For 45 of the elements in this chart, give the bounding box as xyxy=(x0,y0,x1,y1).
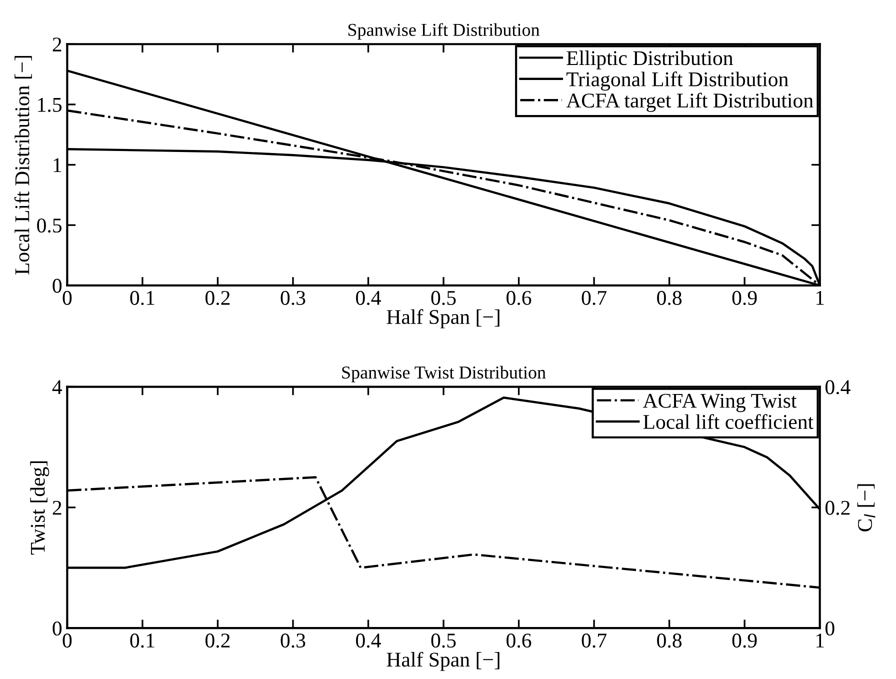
legend-label: Triagonal Lift Distribution xyxy=(566,71,788,91)
legend-label: Local lift coefficient xyxy=(643,414,814,429)
x-axis-title: Half Span [−] xyxy=(386,652,500,671)
y-tick-label: 2 xyxy=(52,38,62,52)
y-tick-label: 0.5 xyxy=(37,218,62,233)
x-tick-label: 1 xyxy=(816,290,824,305)
x-tick-label: 0 xyxy=(62,290,72,305)
y-axis-title: Local Lift Distribution [−] xyxy=(14,56,32,274)
x-tick-label: 0.8 xyxy=(657,634,682,648)
y2-axis-title: C$_{l}$ [−] xyxy=(857,484,876,532)
y-tick-label: 1 xyxy=(54,158,62,172)
chart-title: Spanwise Twist Distribution xyxy=(342,366,546,382)
y-tick-label: 0 xyxy=(52,278,62,293)
x-tick-label: 0.7 xyxy=(582,634,606,648)
y-tick-label: 4 xyxy=(52,380,62,394)
x-tick-label: 0.1 xyxy=(130,290,154,306)
x-tick-label: 1 xyxy=(816,634,824,648)
x-tick-label: 0.5 xyxy=(431,290,456,306)
x-tick-label: 0.4 xyxy=(356,634,381,648)
x-tick-label: 0 xyxy=(62,634,72,648)
x-tick-label: 0.3 xyxy=(280,634,306,648)
legend-label: Elliptic Distribution xyxy=(566,50,733,70)
y-tick-label: 0 xyxy=(52,621,62,636)
y-tick-label: 1.5 xyxy=(38,98,62,112)
x-tick-label: 0.3 xyxy=(280,290,306,306)
x-tick-label: 0.4 xyxy=(356,290,381,306)
y-tick-label: 2 xyxy=(52,500,62,515)
x-tick-label: 0.2 xyxy=(206,634,230,648)
x-tick-label: 0.6 xyxy=(506,634,532,648)
legend-label: ACFA Wing Twist xyxy=(642,394,797,412)
chart-title: Spanwise Lift Distribution xyxy=(348,23,540,40)
y2-tick-label: 0 xyxy=(825,621,834,636)
y-axis-title: Twist [deg] xyxy=(30,461,50,555)
y2-tick-label: 0.4 xyxy=(825,380,850,394)
x-tick-label: 0.6 xyxy=(506,290,532,306)
x-tick-label: 0.7 xyxy=(582,290,606,306)
y2-tick-label: 0.2 xyxy=(825,500,850,515)
x-tick-label: 0.2 xyxy=(206,290,230,306)
x-tick-label: 0.9 xyxy=(732,290,757,306)
x-tick-label: 0.9 xyxy=(732,634,757,648)
legend-label: ACFA target Lift Distribution xyxy=(566,92,814,112)
x-axis-title: Half Span [−] xyxy=(386,309,500,328)
x-tick-label: 0.8 xyxy=(657,290,682,306)
x-tick-label: 0.5 xyxy=(431,634,456,648)
x-tick-label: 0.1 xyxy=(130,634,154,648)
